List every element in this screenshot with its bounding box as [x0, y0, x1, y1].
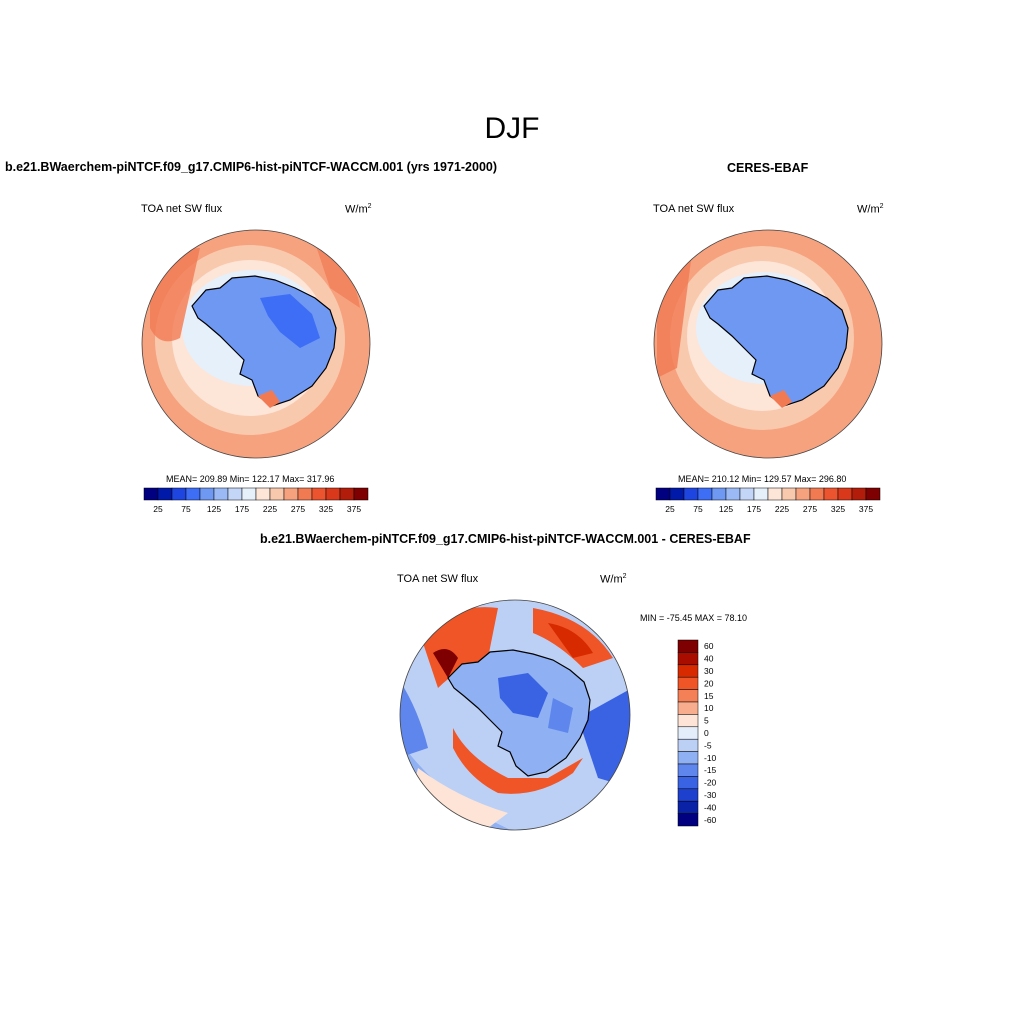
colorbar-box — [283, 487, 299, 501]
colorbar-box — [767, 487, 783, 501]
colorbar-tick-label: 325 — [319, 504, 333, 514]
colorbar-box — [325, 487, 341, 501]
colorbar-box — [143, 487, 159, 501]
colorbar-box — [171, 487, 187, 501]
colorbar-box — [677, 652, 699, 666]
colorbar-tick-label: 20 — [704, 678, 714, 688]
colorbar-tick-label: 40 — [704, 654, 714, 664]
colorbar-box — [753, 487, 769, 501]
colorbar-box — [677, 776, 699, 790]
colorbar-box — [269, 487, 285, 501]
colorbar-tick-label: -60 — [704, 815, 717, 825]
diff-variable-label: TOA net SW flux — [397, 573, 479, 585]
model-polar-map — [141, 229, 371, 459]
colorbar-tick-label: -15 — [704, 765, 717, 775]
colorbar-box — [837, 487, 853, 501]
colorbar-tick-label: 25 — [153, 504, 163, 514]
colorbar-box — [157, 487, 173, 501]
colorbar-box — [677, 701, 699, 715]
model-colorbar: 25 75 125 175 225 275 325 375 — [143, 487, 369, 514]
obs-polar-map — [653, 229, 883, 459]
colorbar-box — [823, 487, 839, 501]
colorbar-box — [669, 487, 685, 501]
obs-colorbar: 25 75 125 175 225 275 325 375 — [655, 487, 881, 514]
obs-units-label: W/m2 — [857, 203, 884, 216]
colorbar-box — [677, 639, 699, 653]
colorbar-box — [353, 487, 369, 501]
colorbar-box — [677, 763, 699, 777]
diff-colorbar: 60 40 30 20 15 10 5 0 -5 -10 -15 -20 -30 -40 -60 — [677, 639, 717, 827]
colorbar-tick-label: 175 — [747, 504, 761, 514]
colorbar-tick-label: 75 — [181, 504, 191, 514]
model-variable-label: TOA net SW flux — [141, 203, 223, 215]
colorbar-box — [795, 487, 811, 501]
colorbar-box — [185, 487, 201, 501]
figure-title: DJF — [484, 112, 540, 145]
colorbar-box — [677, 738, 699, 752]
colorbar-tick-label: 225 — [775, 504, 789, 514]
colorbar-tick-label: 275 — [803, 504, 817, 514]
colorbar-box — [677, 813, 699, 827]
colorbar-box — [809, 487, 825, 501]
colorbar-tick-label: 125 — [207, 504, 221, 514]
colorbar-box — [677, 726, 699, 740]
colorbar-box — [851, 487, 867, 501]
colorbar-box — [781, 487, 797, 501]
colorbar-box — [227, 487, 243, 501]
colorbar-box — [677, 664, 699, 678]
colorbar-tick-label: 375 — [347, 504, 361, 514]
colorbar-box — [255, 487, 271, 501]
colorbar-tick-label: 275 — [291, 504, 305, 514]
colorbar-box — [311, 487, 327, 501]
colorbar-box — [711, 487, 727, 501]
colorbar-tick-label: 30 — [704, 666, 714, 676]
diff-polar-map — [399, 599, 631, 831]
colorbar-tick-label: -5 — [704, 740, 712, 750]
obs-panel-title: CERES-EBAF — [727, 161, 809, 175]
colorbar-box — [339, 487, 355, 501]
colorbar-tick-label: 60 — [704, 641, 714, 651]
colorbar-tick-label: -10 — [704, 753, 717, 763]
colorbar-tick-label: -20 — [704, 778, 717, 788]
colorbar-tick-label: 175 — [235, 504, 249, 514]
colorbar-box — [199, 487, 215, 501]
colorbar-tick-label: 225 — [263, 504, 277, 514]
colorbar-box — [739, 487, 755, 501]
colorbar-box — [677, 714, 699, 728]
diff-units-label: W/m2 — [600, 573, 627, 586]
colorbar-box — [725, 487, 741, 501]
colorbar-tick-label: 0 — [704, 728, 709, 738]
colorbar-box — [213, 487, 229, 501]
colorbar-box — [677, 788, 699, 802]
colorbar-box — [297, 487, 313, 501]
colorbar-box — [677, 689, 699, 703]
colorbar-tick-label: 125 — [719, 504, 733, 514]
colorbar-tick-label: 325 — [831, 504, 845, 514]
colorbar-tick-label: 75 — [693, 504, 703, 514]
colorbar-box — [697, 487, 713, 501]
colorbar-box — [655, 487, 671, 501]
colorbar-box — [677, 751, 699, 765]
colorbar-box — [677, 800, 699, 814]
model-panel-title: b.e21.BWaerchem-piNTCF.f09_g17.CMIP6-his… — [5, 160, 498, 174]
colorbar-box — [683, 487, 699, 501]
colorbar-tick-label: 10 — [704, 703, 714, 713]
diff-stats: MIN = -75.45 MAX = 78.10 — [640, 613, 748, 623]
antarctica-outline — [703, 275, 849, 407]
colorbar-box — [677, 676, 699, 690]
colorbar-tick-label: 5 — [704, 716, 709, 726]
colorbar-tick-label: -40 — [704, 802, 717, 812]
obs-variable-label: TOA net SW flux — [653, 203, 735, 215]
colorbar-tick-label: -30 — [704, 790, 717, 800]
colorbar-tick-label: 15 — [704, 691, 714, 701]
colorbar-box — [865, 487, 881, 501]
model-units-label: W/m2 — [345, 203, 372, 216]
colorbar-box — [241, 487, 257, 501]
obs-stats: MEAN= 210.12 Min= 129.57 Max= 296.80 — [678, 474, 847, 484]
colorbar-tick-label: 375 — [859, 504, 873, 514]
diff-panel-title: b.e21.BWaerchem-piNTCF.f09_g17.CMIP6-his… — [260, 532, 751, 546]
model-stats: MEAN= 209.89 Min= 122.17 Max= 317.96 — [166, 474, 335, 484]
colorbar-tick-label: 25 — [665, 504, 675, 514]
